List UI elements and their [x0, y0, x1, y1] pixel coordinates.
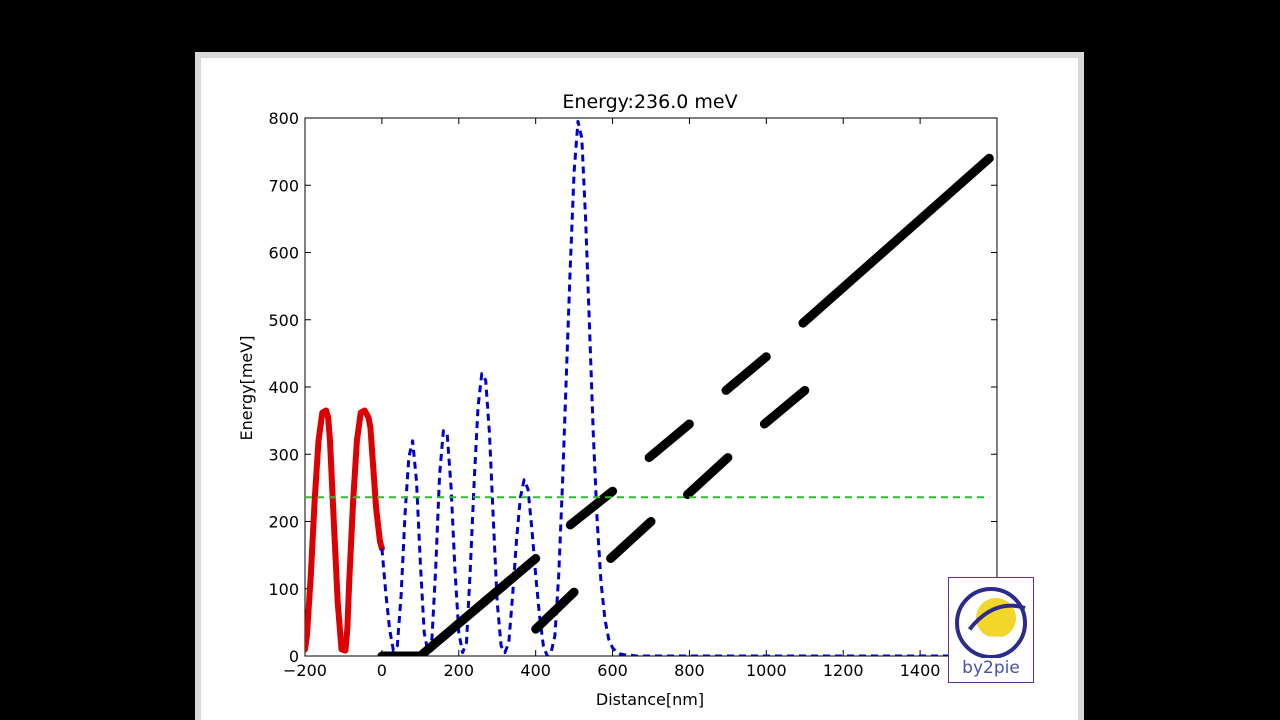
incident-wave-line [305, 407, 385, 654]
potential-segment [644, 419, 694, 463]
x-tick-label: 1200 [823, 661, 864, 680]
potential-segment [798, 153, 994, 328]
x-axis-label: Distance[nm] [596, 690, 704, 709]
y-tick-label: 300 [268, 445, 299, 464]
logo-text: by2pie [962, 658, 1020, 678]
y-tick-label: 500 [268, 311, 299, 330]
x-tick-label: 0 [377, 661, 387, 680]
y-tick-label: 100 [268, 580, 299, 599]
x-tick-label: 800 [674, 661, 705, 680]
axes: −200 0 200 400 600 800 1000 1200 140001002003004… [268, 109, 998, 680]
potential-segment [721, 352, 771, 395]
x-tick-label: 1000 [746, 661, 787, 680]
plot-frame [304, 117, 998, 657]
x-tick-label: 1400 [900, 661, 941, 680]
chart-series [305, 119, 994, 656]
chart-title: Energy:236.0 meV [562, 91, 737, 113]
x-tick-label: 200 [444, 661, 475, 680]
y-tick-label: 200 [268, 513, 299, 532]
potential-segment [415, 554, 541, 656]
potential-segment [531, 587, 579, 634]
x-tick-label: 600 [597, 661, 628, 680]
potential-segment [683, 453, 733, 500]
x-tick-label: 400 [520, 661, 551, 680]
planet-icon [955, 587, 1027, 658]
chart-labels: Energy:236.0 meV Distance[nm] Energy[meV… [237, 91, 738, 709]
y-tick-label: 0 [289, 647, 299, 666]
y-tick-label: 400 [268, 378, 299, 397]
y-tick-label: 800 [268, 109, 299, 128]
potential-segment [759, 385, 810, 429]
y-tick-label: 700 [268, 176, 299, 195]
probability-density-line [380, 119, 990, 656]
y-tick-label: 600 [268, 244, 299, 263]
plot-area [305, 119, 994, 656]
potential-segment [565, 486, 618, 530]
x-tick-label: −200 [283, 661, 327, 680]
y-axis-label: Energy[meV] [237, 336, 256, 441]
potential-segment [606, 517, 656, 563]
by2pie-logo: by2pie [948, 577, 1034, 683]
